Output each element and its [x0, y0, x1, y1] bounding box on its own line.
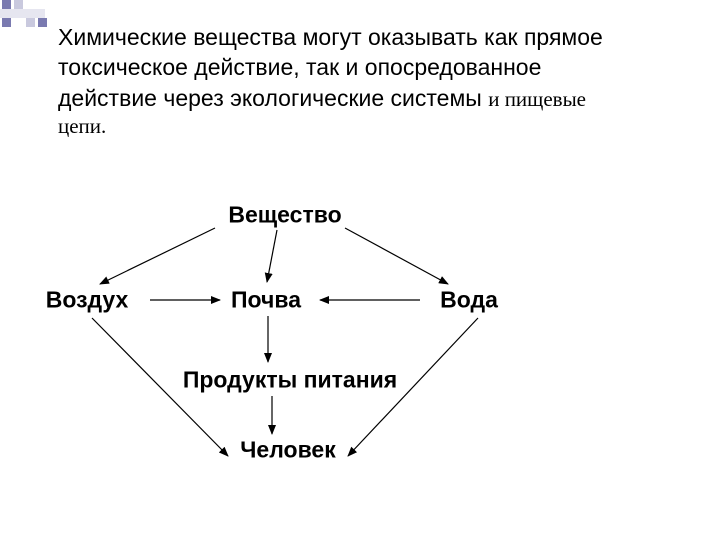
node-human: Человек	[240, 437, 335, 464]
node-water: Вода	[440, 287, 498, 314]
pathway-diagram: Вещество Воздух Почва Вода Продукты питания Ч…	[0, 0, 720, 540]
edge-substance-water	[345, 228, 448, 284]
edge-substance-soil	[267, 230, 277, 282]
edge-substance-air	[100, 228, 215, 284]
node-air: Воздух	[46, 287, 129, 314]
node-food: Продукты питания	[183, 367, 397, 394]
node-soil: Почва	[231, 287, 301, 314]
node-substance: Вещество	[228, 202, 341, 229]
arrows-layer	[0, 0, 720, 540]
